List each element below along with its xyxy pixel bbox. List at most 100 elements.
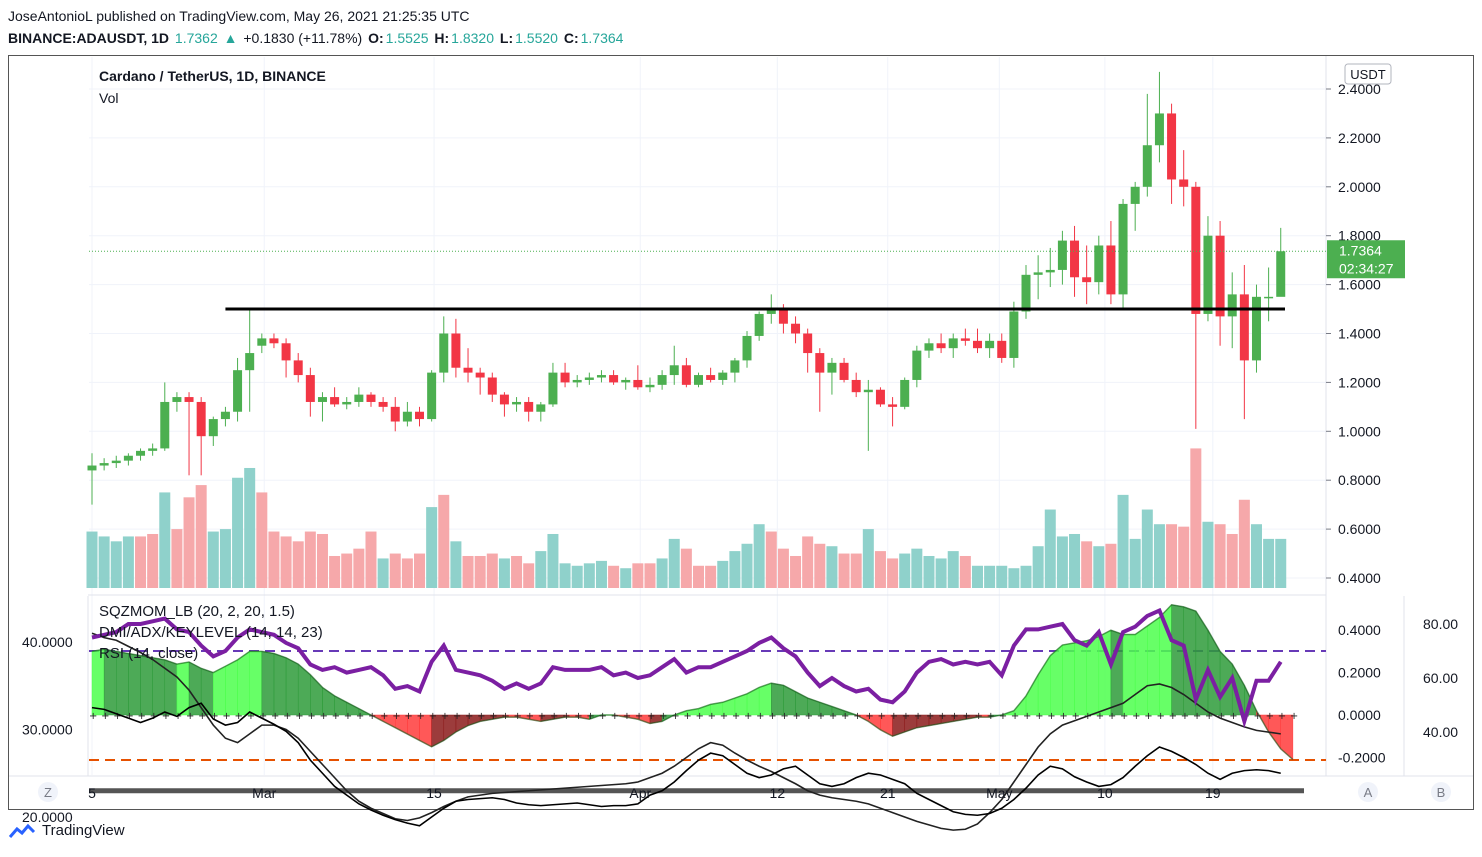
- volume-bar: [1105, 543, 1117, 588]
- volume-bar: [1032, 546, 1044, 588]
- candle-body: [111, 460, 121, 464]
- candle-body: [972, 340, 982, 349]
- volume-bar: [668, 538, 680, 588]
- candle-body: [463, 367, 473, 373]
- squeeze-dot: +: [853, 711, 861, 722]
- sqzmom-label: SQZMOM_LB (20, 2, 20, 1.5): [99, 603, 295, 620]
- momentum-area: [1062, 642, 1075, 716]
- log-icon: B: [1437, 785, 1446, 800]
- volume-bar: [474, 555, 486, 588]
- volume-bar: [365, 531, 377, 588]
- volume-bar: [498, 558, 510, 588]
- volume-bar: [971, 565, 983, 588]
- candle-body: [1203, 235, 1213, 314]
- squeeze-dot: +: [805, 711, 813, 722]
- time-tick-label: 12: [770, 785, 786, 801]
- price-axis[interactable]: 2.4000 2.2000 2.0000 1.8000 1.6000 1.4000 1.20…: [1326, 81, 1381, 586]
- candle-body: [900, 379, 910, 407]
- candle-body: [1094, 245, 1104, 283]
- volume-bar: [341, 553, 353, 588]
- squeeze-dot: +: [380, 711, 388, 722]
- volume-bar: [232, 477, 244, 588]
- volume-bar: [401, 558, 413, 588]
- momentum-area: [1134, 625, 1148, 716]
- time-tick-label: 15: [426, 785, 442, 801]
- squeeze-dot: +: [526, 711, 534, 722]
- squeeze-dot: +: [89, 711, 97, 722]
- candle-body: [548, 372, 558, 405]
- candle-body: [621, 379, 631, 383]
- momentum-area: [297, 663, 311, 716]
- squeeze-dot: +: [671, 711, 679, 722]
- candle-body: [1130, 186, 1140, 204]
- candle-body: [427, 372, 437, 420]
- price-tag-value: 1.7364: [1339, 242, 1382, 258]
- candle-body: [1239, 294, 1249, 361]
- time-tick-label: 19: [1205, 785, 1221, 801]
- volume-bar: [147, 533, 159, 588]
- volume-bar: [98, 536, 110, 588]
- time-axis[interactable]: 5 Mar 15 Apr 12 21 May 10 19: [88, 785, 1221, 801]
- candle-body: [499, 394, 509, 405]
- price-tick-label: 1.0000: [1338, 423, 1381, 439]
- candle-body: [172, 397, 182, 402]
- candle-body: [1251, 296, 1261, 361]
- momentum-area: [213, 665, 226, 716]
- time-zone-button[interactable]: Z: [38, 782, 58, 802]
- candle-body: [936, 343, 946, 349]
- candle-body: [1070, 240, 1080, 278]
- candle-body: [305, 375, 315, 402]
- volume-bar: [741, 543, 753, 588]
- candle-body: [572, 379, 582, 383]
- squeeze-dot: +: [914, 711, 922, 722]
- volume-bar: [996, 565, 1008, 588]
- volume-bar: [1129, 538, 1141, 588]
- close-label: C:: [563, 30, 579, 46]
- candle-body: [99, 463, 109, 466]
- candle-body: [960, 338, 970, 341]
- squeeze-dot: +: [1096, 711, 1104, 722]
- squeeze-dot: +: [647, 711, 655, 722]
- volume-bar: [110, 541, 122, 588]
- open-label: O:: [368, 30, 384, 46]
- candle-body: [330, 397, 340, 405]
- volume-bar: [790, 555, 802, 588]
- volume-bar: [414, 553, 426, 588]
- squeeze-dot: +: [295, 711, 303, 722]
- close-value: 1.7364: [580, 30, 624, 46]
- footer-brand[interactable]: TradingView: [8, 822, 125, 839]
- log-scale-button[interactable]: B: [1431, 782, 1451, 802]
- squeeze-dot: +: [1205, 711, 1213, 722]
- squeeze-dot: +: [477, 711, 485, 722]
- squeeze-dot: +: [271, 711, 279, 722]
- squeeze-dot: +: [1120, 711, 1128, 722]
- volume-bar: [765, 531, 777, 588]
- price-tick-label: 2.4000: [1338, 81, 1381, 97]
- volume-bar: [1153, 524, 1165, 588]
- squeeze-dot: +: [987, 711, 995, 722]
- candle-body: [803, 333, 813, 354]
- squeeze-dot: +: [938, 711, 946, 722]
- price-tick-label: 1.6000: [1338, 277, 1381, 293]
- auto-scale-button[interactable]: A: [1358, 782, 1378, 802]
- volume-bar: [268, 531, 280, 588]
- volume-bar: [644, 563, 656, 588]
- price-tick-label: 0.8000: [1338, 472, 1381, 488]
- volume-bar: [547, 533, 559, 588]
- symbol-label[interactable]: BINANCE:ADAUSDT, 1D: [8, 30, 170, 46]
- volume-bar: [1226, 533, 1238, 588]
- volume-bar: [438, 494, 450, 588]
- squeeze-dot: +: [429, 711, 437, 722]
- high-value: 1.8320: [451, 30, 494, 46]
- squeeze-dot: +: [283, 711, 291, 722]
- volume-bar: [959, 555, 971, 588]
- volume-bar: [1263, 538, 1275, 588]
- price-tag: 1.7364 02:34:27: [1327, 240, 1405, 279]
- volume-bar: [389, 553, 401, 588]
- time-tick-label: Apr: [629, 785, 651, 801]
- chart-frame: [8, 55, 1474, 810]
- momentum-area: [1086, 636, 1100, 716]
- rsi-tick-label: 80.00: [1423, 616, 1458, 632]
- currency-badge[interactable]: USDT: [1344, 63, 1392, 85]
